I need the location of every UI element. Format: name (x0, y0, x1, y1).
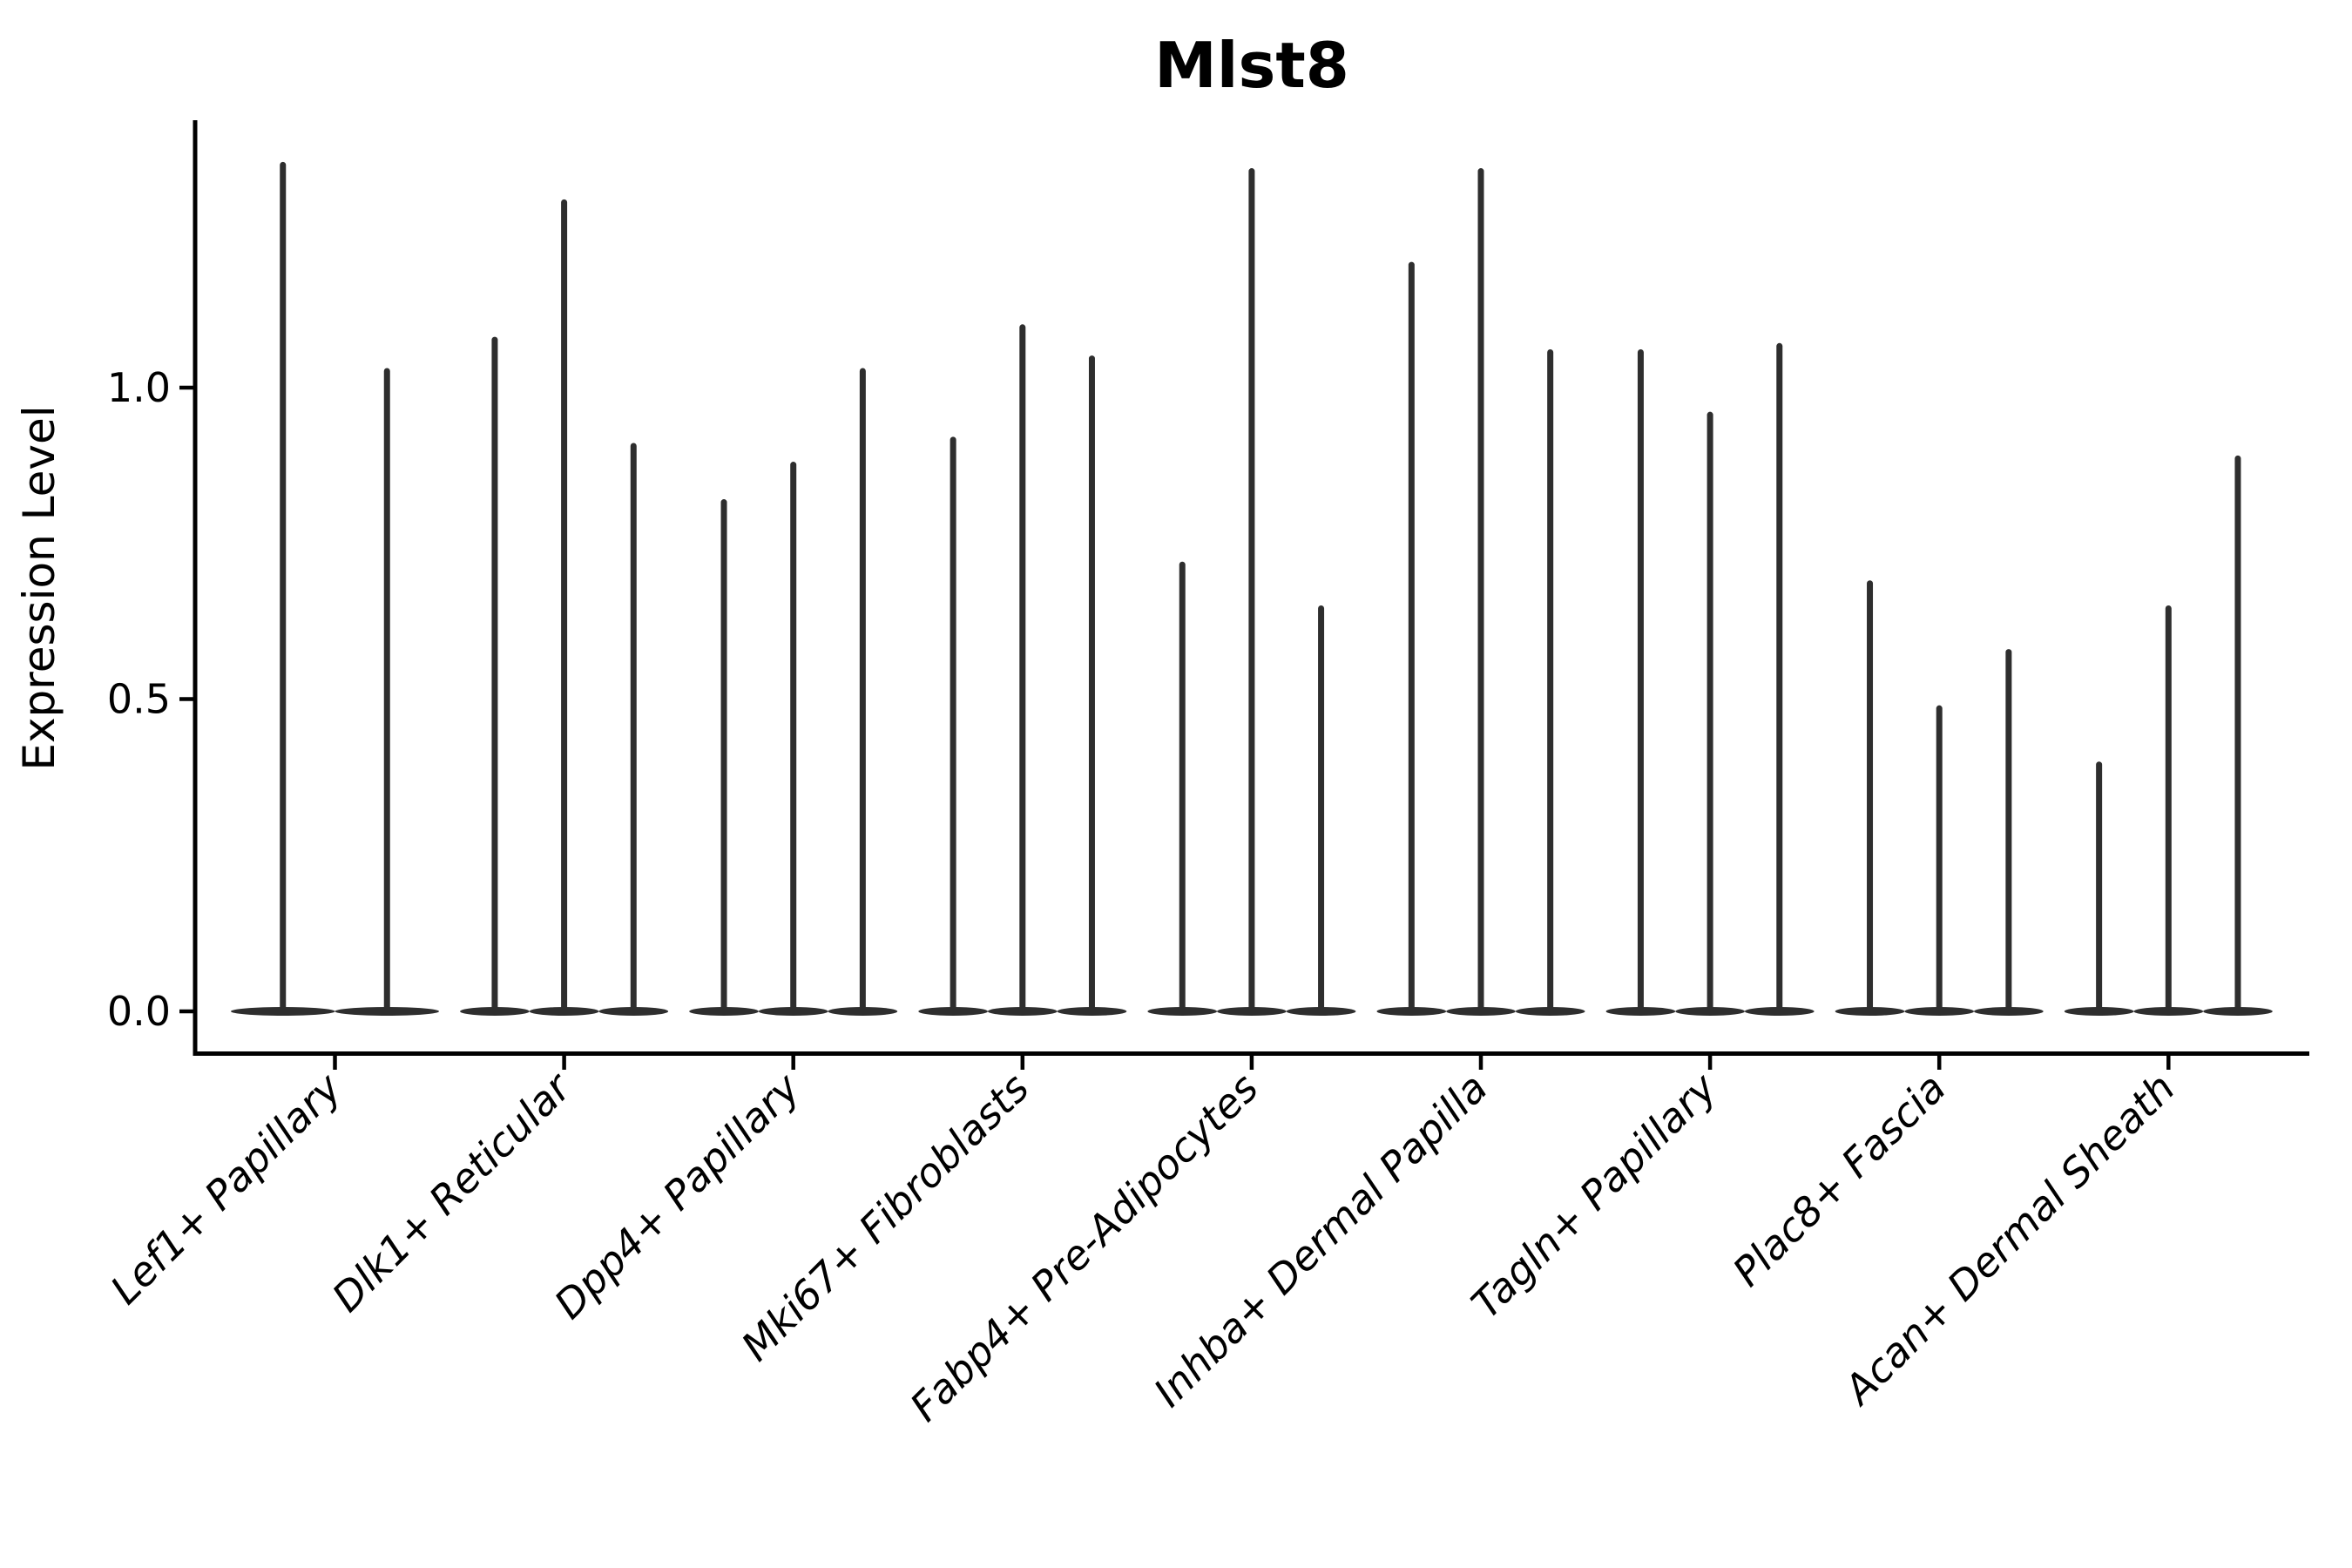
violin-group-container (231, 161, 2273, 1016)
y-tick-label-0: 0.0 (107, 988, 171, 1035)
y-tick-label-1: 1.0 (107, 364, 171, 411)
x-tick-label: Lef1+ Papillary (101, 1064, 350, 1313)
x-tick-label: Plac8+ Fascia (1724, 1064, 1955, 1295)
x-tick-label: Dpp4+ Papillary (545, 1064, 809, 1328)
chart-title: Mlst8 (1154, 29, 1349, 102)
x-tick-marks (333, 1053, 2171, 1070)
x-tick-label: Dlk1+ Reticular (323, 1062, 582, 1321)
y-axis-label: Expression Level (14, 405, 64, 770)
y-tick-marks (179, 385, 195, 1014)
y-tick-label-05: 0.5 (107, 676, 171, 723)
x-tick-label: Tagln+ Papillary (1463, 1064, 1727, 1328)
